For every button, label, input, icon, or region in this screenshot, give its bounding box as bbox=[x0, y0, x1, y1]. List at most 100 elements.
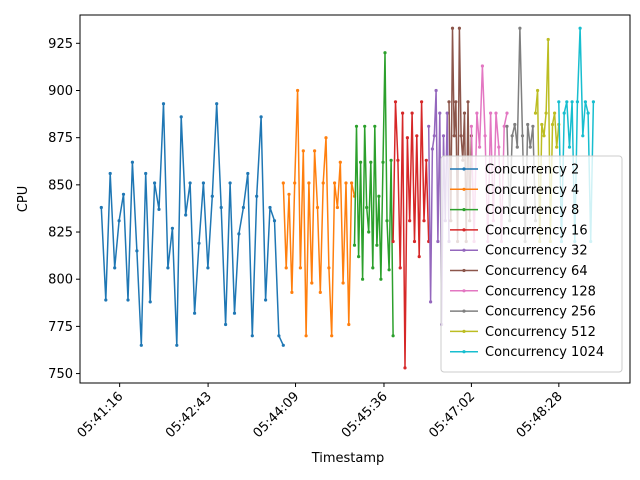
data-point bbox=[381, 160, 385, 164]
legend-entry: Concurrency 256 bbox=[450, 305, 596, 320]
legend-entry: Concurrency 2 bbox=[450, 163, 579, 178]
series-line-3 bbox=[352, 51, 395, 338]
data-point bbox=[188, 181, 192, 185]
y-tick-label: 925 bbox=[48, 37, 73, 52]
legend-swatch-marker bbox=[462, 208, 466, 212]
data-point bbox=[578, 26, 582, 30]
data-point bbox=[284, 266, 288, 270]
data-point bbox=[153, 181, 157, 185]
data-point bbox=[264, 298, 268, 302]
data-point bbox=[219, 205, 223, 210]
data-point bbox=[422, 219, 426, 223]
data-point bbox=[445, 111, 449, 115]
data-point bbox=[438, 111, 442, 115]
series-path bbox=[282, 89, 356, 337]
data-point bbox=[424, 158, 428, 162]
legend-label: Concurrency 256 bbox=[485, 305, 596, 320]
data-point bbox=[315, 205, 320, 210]
data-point bbox=[241, 205, 245, 210]
data-point bbox=[130, 160, 134, 164]
data-point bbox=[361, 277, 365, 281]
data-point bbox=[293, 181, 297, 185]
data-point bbox=[540, 122, 544, 127]
data-point bbox=[304, 334, 308, 338]
data-point bbox=[206, 266, 210, 270]
data-point bbox=[373, 124, 377, 128]
data-point bbox=[466, 100, 470, 104]
data-point bbox=[166, 266, 170, 270]
data-point bbox=[341, 281, 345, 285]
data-point bbox=[462, 111, 467, 115]
data-point bbox=[335, 205, 339, 210]
data-point bbox=[403, 366, 407, 370]
data-point bbox=[301, 149, 305, 153]
legend-swatch-marker bbox=[462, 228, 466, 232]
data-point bbox=[371, 266, 375, 270]
legend-entry: Concurrency 128 bbox=[450, 284, 596, 299]
x-axis: 05:41:16 05:42:43 05:44:09 05:45:36 05:47:02… bbox=[75, 383, 566, 441]
data-point bbox=[99, 205, 103, 210]
data-point bbox=[268, 205, 272, 210]
data-point bbox=[193, 311, 197, 315]
legend-label: Concurrency 4 bbox=[485, 183, 579, 198]
data-point bbox=[377, 194, 381, 198]
legend-swatch-marker bbox=[462, 268, 466, 273]
legend-box bbox=[440, 155, 623, 373]
data-point bbox=[313, 149, 317, 153]
data-point bbox=[586, 111, 590, 115]
data-point bbox=[104, 298, 108, 302]
legend-label: Concurrency 512 bbox=[485, 325, 596, 340]
data-point bbox=[144, 171, 148, 176]
data-point bbox=[502, 124, 506, 128]
data-point bbox=[515, 145, 519, 149]
data-point bbox=[350, 181, 354, 185]
data-point bbox=[367, 230, 371, 234]
data-point bbox=[170, 226, 174, 230]
y-axis: 750 775 800 825 850 875 900 925 bbox=[48, 37, 80, 382]
data-point bbox=[450, 26, 455, 30]
data-point bbox=[483, 134, 487, 138]
legend-swatch-marker bbox=[462, 329, 466, 333]
series-path bbox=[392, 101, 430, 369]
data-point bbox=[357, 255, 361, 259]
x-tick-label: 05:47:02 bbox=[426, 389, 478, 441]
data-point bbox=[420, 100, 424, 104]
data-point bbox=[272, 219, 277, 223]
legend-swatch-marker bbox=[462, 248, 466, 252]
data-point bbox=[108, 171, 112, 176]
data-point bbox=[290, 290, 294, 294]
series-line-4 bbox=[391, 100, 431, 370]
y-tick-label: 900 bbox=[48, 84, 73, 99]
y-tick-label: 775 bbox=[48, 320, 73, 335]
legend-entry: Concurrency 8 bbox=[450, 203, 579, 218]
data-point bbox=[570, 100, 574, 104]
data-point bbox=[489, 111, 493, 115]
legend-entry: Concurrency 64 bbox=[450, 264, 588, 279]
data-point bbox=[359, 160, 363, 164]
data-point bbox=[385, 219, 389, 223]
data-point bbox=[459, 134, 463, 138]
data-point bbox=[391, 239, 395, 244]
data-point bbox=[475, 111, 479, 115]
data-point bbox=[324, 136, 328, 140]
x-tick-label: 05:41:16 bbox=[75, 389, 127, 441]
data-point bbox=[542, 134, 546, 138]
data-point bbox=[391, 334, 395, 338]
data-point bbox=[410, 111, 414, 115]
data-point bbox=[310, 281, 314, 285]
legend: Concurrency 2 Concurrency 4 Concurrency 8 C… bbox=[440, 155, 623, 373]
data-point bbox=[338, 160, 342, 164]
data-point bbox=[550, 122, 555, 127]
x-axis-label: Timestamp bbox=[311, 451, 385, 466]
data-point bbox=[344, 181, 348, 185]
data-point bbox=[387, 268, 391, 272]
data-point bbox=[117, 219, 121, 223]
data-point bbox=[379, 277, 383, 281]
data-point bbox=[365, 205, 369, 210]
y-tick-label: 800 bbox=[48, 273, 73, 288]
data-point bbox=[533, 111, 538, 115]
data-point bbox=[352, 243, 357, 247]
data-point bbox=[591, 100, 596, 104]
data-point bbox=[513, 122, 517, 127]
